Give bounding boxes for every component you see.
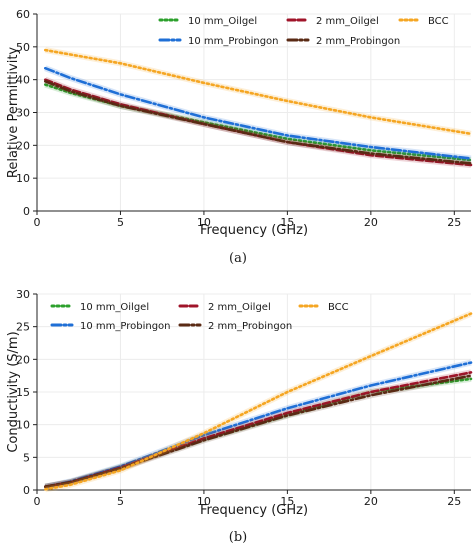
y-tick-label: 20 <box>16 353 30 366</box>
x-tick-label: 25 <box>447 216 461 229</box>
legend-label-4: 2 mm_Probingon <box>316 36 400 47</box>
chart-panel-1: 0 5 10 15 20 25 0 10 20 30 40 50 60 Frequency (GHz) Re… <box>6 8 473 266</box>
y-tick-label: 5 <box>23 451 30 464</box>
x-axis-title: Frequency (GHz) <box>200 503 308 518</box>
y-tick-label: 40 <box>16 74 30 87</box>
x-tick-label: 15 <box>280 495 294 508</box>
x-tick-label: 0 <box>34 216 41 229</box>
legend-label-2: 10 mm_Probingon <box>188 36 279 47</box>
y-tick-label: 25 <box>16 321 30 334</box>
panel-caption: (a) <box>229 251 247 266</box>
y-tick-label: 0 <box>23 205 30 218</box>
legend-label-3: 2 mm_Oilgel <box>208 302 271 313</box>
y-tick-label: 30 <box>16 288 30 301</box>
series-line-1 <box>43 83 473 162</box>
legend: 10 mm_Oilgel 10 mm_Probingon 2 mm_Oilgel 2 … <box>158 16 449 47</box>
x-tick-label: 10 <box>197 495 211 508</box>
legend: 10 mm_Oilgel 10 mm_Probingon 2 mm_Oilgel 2 … <box>50 302 349 332</box>
legend-label-3: 2 mm_Oilgel <box>316 16 379 27</box>
x-tick-label: 25 <box>447 495 461 508</box>
x-tick-label: 15 <box>280 216 294 229</box>
panel-caption: (b) <box>229 530 247 545</box>
y-tick-label: 20 <box>16 139 30 152</box>
legend-label-1: 10 mm_Oilgel <box>188 16 257 27</box>
series-line-4 <box>43 80 473 165</box>
legend-label-5: BCC <box>428 16 449 27</box>
chart-panel-2: 0 5 10 15 20 25 0 5 10 15 20 25 30 Frequency (GHz) Con… <box>6 288 473 545</box>
y-tick-label: 15 <box>16 386 30 399</box>
y-tick-label: 30 <box>16 107 30 120</box>
x-axis-title: Frequency (GHz) <box>200 223 308 238</box>
series-line-5 <box>43 48 473 136</box>
y-axis-title: Relative Permittivity <box>6 47 21 179</box>
legend-label-1: 10 mm_Oilgel <box>80 302 149 313</box>
legend-label-5: BCC <box>328 302 349 313</box>
series-line-2 <box>43 66 473 160</box>
x-tick-label: 0 <box>34 495 41 508</box>
x-tick-label: 20 <box>364 495 378 508</box>
y-tick-label: 10 <box>16 419 30 432</box>
series-line-5 <box>43 312 473 491</box>
y-tick-label: 0 <box>23 484 30 497</box>
x-tick-label: 5 <box>117 216 124 229</box>
x-tick-label: 10 <box>197 216 211 229</box>
y-tick-label: 60 <box>16 8 30 21</box>
x-tick-label: 20 <box>364 216 378 229</box>
y-tick-label: 50 <box>16 41 30 54</box>
x-tick-label: 5 <box>117 495 124 508</box>
legend-label-4: 2 mm_Probingon <box>208 321 292 332</box>
legend-label-2: 10 mm_Probingon <box>80 321 171 332</box>
y-axis-title: Conductivity (S/m) <box>6 331 21 452</box>
series-line-4 <box>43 374 473 489</box>
y-tick-label: 10 <box>16 172 30 185</box>
